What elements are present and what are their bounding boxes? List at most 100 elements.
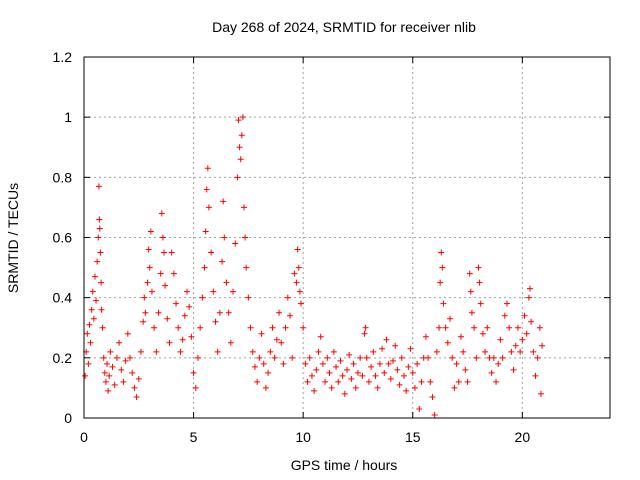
grid-lines	[84, 57, 610, 418]
data-point	[429, 393, 436, 400]
data-point	[145, 246, 152, 253]
data-point	[95, 234, 102, 241]
data-point	[142, 309, 149, 316]
data-point	[383, 336, 390, 343]
data-point	[140, 318, 147, 325]
data-point	[236, 144, 243, 151]
axis-ticks: 0 5 10 15 20 0 0.2 0.4 0.6 0.8 1 1.2	[53, 49, 610, 445]
data-point	[144, 279, 151, 286]
data-point	[293, 279, 300, 286]
data-point	[508, 348, 515, 355]
data-point	[225, 309, 232, 316]
data-point	[232, 240, 239, 247]
data-point	[433, 348, 440, 355]
data-point	[427, 378, 434, 385]
data-point	[444, 339, 451, 346]
data-point	[449, 354, 456, 361]
data-point	[451, 384, 458, 391]
data-point	[407, 345, 414, 352]
data-point	[296, 288, 303, 295]
data-point	[220, 198, 227, 205]
y-tick-label: 0	[64, 410, 72, 426]
data-point	[151, 324, 158, 331]
data-point	[530, 348, 537, 355]
data-point	[473, 354, 480, 361]
data-point	[116, 339, 123, 346]
data-point	[129, 369, 136, 376]
data-point	[372, 372, 379, 379]
data-point	[249, 348, 256, 355]
data-point	[392, 342, 399, 349]
data-point	[488, 369, 495, 376]
data-point	[403, 387, 410, 394]
y-tick-label: 0.2	[53, 350, 73, 366]
data-point	[368, 363, 375, 370]
data-point	[100, 354, 107, 361]
data-point	[98, 306, 105, 313]
data-point	[313, 366, 320, 373]
data-point	[188, 333, 195, 340]
data-point	[186, 303, 193, 310]
data-point	[304, 378, 311, 385]
data-point	[124, 330, 131, 337]
data-point	[227, 339, 234, 346]
data-point	[137, 348, 144, 355]
data-point	[181, 312, 188, 319]
data-point	[400, 372, 407, 379]
data-point	[462, 366, 469, 373]
data-point	[425, 354, 432, 361]
data-point	[99, 324, 106, 331]
data-point	[201, 264, 208, 271]
data-point	[240, 204, 247, 211]
data-point	[396, 381, 403, 388]
data-point	[348, 375, 355, 382]
x-tick-label: 5	[190, 429, 198, 445]
data-point	[479, 330, 486, 337]
data-point	[131, 384, 138, 391]
x-tick-label: 20	[515, 429, 531, 445]
data-point	[122, 357, 129, 364]
data-point	[158, 210, 165, 217]
data-point	[133, 393, 140, 400]
data-point	[98, 279, 105, 286]
data-point	[147, 228, 154, 235]
data-point	[361, 330, 368, 337]
data-point	[499, 354, 506, 361]
data-point	[247, 324, 254, 331]
data-point	[453, 360, 460, 367]
data-point	[333, 363, 340, 370]
data-point	[300, 324, 307, 331]
data-point	[289, 354, 296, 361]
data-point	[477, 300, 484, 307]
data-point	[168, 249, 175, 256]
data-point	[256, 354, 263, 361]
data-point	[239, 114, 246, 121]
data-point	[490, 354, 497, 361]
data-point	[447, 315, 454, 322]
data-point	[284, 294, 291, 301]
data-point	[208, 249, 215, 256]
data-point	[170, 270, 177, 277]
data-point	[354, 369, 361, 376]
x-axis-label: GPS time / hours	[291, 457, 398, 473]
data-point	[87, 339, 94, 346]
data-point	[164, 315, 171, 322]
data-point	[192, 384, 199, 391]
data-point	[437, 279, 444, 286]
data-point	[297, 300, 304, 307]
data-point	[416, 405, 423, 412]
data-point	[104, 360, 111, 367]
data-point	[265, 369, 272, 376]
data-point	[476, 279, 483, 286]
data-point	[118, 366, 125, 373]
data-point	[324, 354, 331, 361]
data-point	[105, 387, 112, 394]
data-point	[254, 378, 261, 385]
data-point	[302, 360, 309, 367]
data-point	[482, 348, 489, 355]
data-point	[204, 165, 211, 172]
data-point	[315, 348, 322, 355]
chart-title: Day 268 of 2024, SRMTID for receiver nli…	[212, 19, 476, 35]
data-point	[528, 318, 535, 325]
data-point	[148, 288, 155, 295]
